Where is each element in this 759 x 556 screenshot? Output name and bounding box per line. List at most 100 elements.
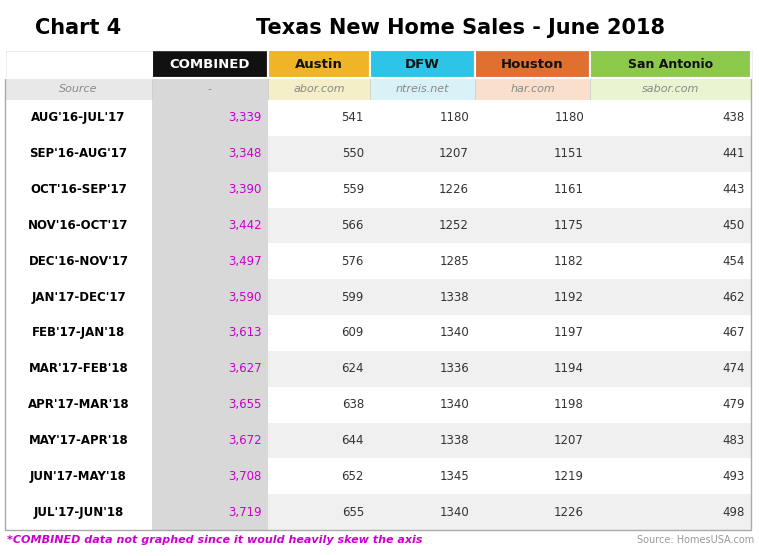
Bar: [152, 50, 268, 78]
Bar: [268, 244, 370, 279]
Bar: [152, 78, 268, 100]
Text: ntreis.net: ntreis.net: [395, 84, 449, 94]
Text: DFW: DFW: [405, 57, 440, 71]
Bar: [475, 351, 590, 386]
Bar: [590, 279, 751, 315]
Bar: [152, 458, 268, 494]
Bar: [268, 136, 370, 172]
Text: 3,339: 3,339: [228, 111, 262, 125]
Text: San Antonio: San Antonio: [628, 57, 713, 71]
Text: 1226: 1226: [554, 505, 584, 519]
Bar: [370, 136, 475, 172]
Text: 450: 450: [723, 219, 745, 232]
Bar: [370, 244, 475, 279]
Text: 550: 550: [342, 147, 364, 160]
Text: sabor.com: sabor.com: [642, 84, 699, 94]
Bar: [268, 50, 370, 78]
Bar: [370, 207, 475, 244]
Bar: [5, 78, 152, 100]
Bar: [370, 458, 475, 494]
Bar: [590, 458, 751, 494]
Text: 599: 599: [342, 291, 364, 304]
Bar: [370, 279, 475, 315]
Text: 1226: 1226: [439, 183, 469, 196]
Text: DEC'16-NOV'17: DEC'16-NOV'17: [29, 255, 128, 268]
Bar: [370, 172, 475, 207]
Bar: [475, 136, 590, 172]
Text: 652: 652: [342, 470, 364, 483]
Text: 441: 441: [723, 147, 745, 160]
Text: 1340: 1340: [439, 398, 469, 411]
Text: 1192: 1192: [554, 291, 584, 304]
Text: 1151: 1151: [554, 147, 584, 160]
Bar: [268, 78, 370, 100]
Text: 3,627: 3,627: [228, 363, 262, 375]
Text: 498: 498: [723, 505, 745, 519]
Bar: [475, 172, 590, 207]
Text: 493: 493: [723, 470, 745, 483]
Text: 1345: 1345: [439, 470, 469, 483]
Bar: [152, 136, 268, 172]
Bar: [268, 315, 370, 351]
Text: abor.com: abor.com: [293, 84, 345, 94]
Text: 443: 443: [723, 183, 745, 196]
Text: 1285: 1285: [439, 255, 469, 268]
Text: 462: 462: [723, 291, 745, 304]
Text: 1207: 1207: [439, 147, 469, 160]
Text: COMBINED: COMBINED: [170, 57, 250, 71]
Text: 1252: 1252: [439, 219, 469, 232]
Text: OCT'16-SEP'17: OCT'16-SEP'17: [30, 183, 127, 196]
Bar: [475, 50, 590, 78]
Text: 3,390: 3,390: [228, 183, 262, 196]
Text: MAR'17-FEB'18: MAR'17-FEB'18: [29, 363, 128, 375]
Text: 479: 479: [723, 398, 745, 411]
Bar: [152, 351, 268, 386]
Bar: [152, 244, 268, 279]
Text: Source: Source: [59, 84, 98, 94]
Text: 1338: 1338: [439, 291, 469, 304]
Text: MAY'17-APR'18: MAY'17-APR'18: [29, 434, 128, 447]
Bar: [370, 50, 475, 78]
Text: AUG'16-JUL'17: AUG'16-JUL'17: [31, 111, 126, 125]
Text: 483: 483: [723, 434, 745, 447]
Bar: [152, 172, 268, 207]
Text: 1197: 1197: [554, 326, 584, 339]
Bar: [370, 423, 475, 458]
Bar: [475, 386, 590, 423]
Bar: [5, 50, 751, 78]
Text: 1194: 1194: [554, 363, 584, 375]
Bar: [370, 78, 475, 100]
Text: 566: 566: [342, 219, 364, 232]
Bar: [370, 100, 475, 136]
Bar: [5, 136, 152, 172]
Text: 609: 609: [342, 326, 364, 339]
Bar: [268, 494, 370, 530]
Bar: [590, 136, 751, 172]
Bar: [370, 315, 475, 351]
Bar: [475, 244, 590, 279]
Text: 3,590: 3,590: [228, 291, 262, 304]
Text: 1207: 1207: [554, 434, 584, 447]
Text: NOV'16-OCT'17: NOV'16-OCT'17: [28, 219, 129, 232]
Text: JUN'17-MAY'18: JUN'17-MAY'18: [30, 470, 127, 483]
Bar: [590, 78, 751, 100]
Bar: [5, 494, 152, 530]
Bar: [268, 386, 370, 423]
Bar: [5, 458, 152, 494]
Bar: [5, 172, 152, 207]
Text: 454: 454: [723, 255, 745, 268]
Text: 1198: 1198: [554, 398, 584, 411]
Text: FEB'17-JAN'18: FEB'17-JAN'18: [32, 326, 125, 339]
Text: 1340: 1340: [439, 326, 469, 339]
Bar: [5, 279, 152, 315]
Bar: [590, 100, 751, 136]
Bar: [590, 207, 751, 244]
Text: 1175: 1175: [554, 219, 584, 232]
Bar: [590, 494, 751, 530]
Bar: [268, 100, 370, 136]
Bar: [152, 100, 268, 136]
Text: 644: 644: [342, 434, 364, 447]
Text: 576: 576: [342, 255, 364, 268]
Text: 474: 474: [723, 363, 745, 375]
Text: har.com: har.com: [510, 84, 555, 94]
